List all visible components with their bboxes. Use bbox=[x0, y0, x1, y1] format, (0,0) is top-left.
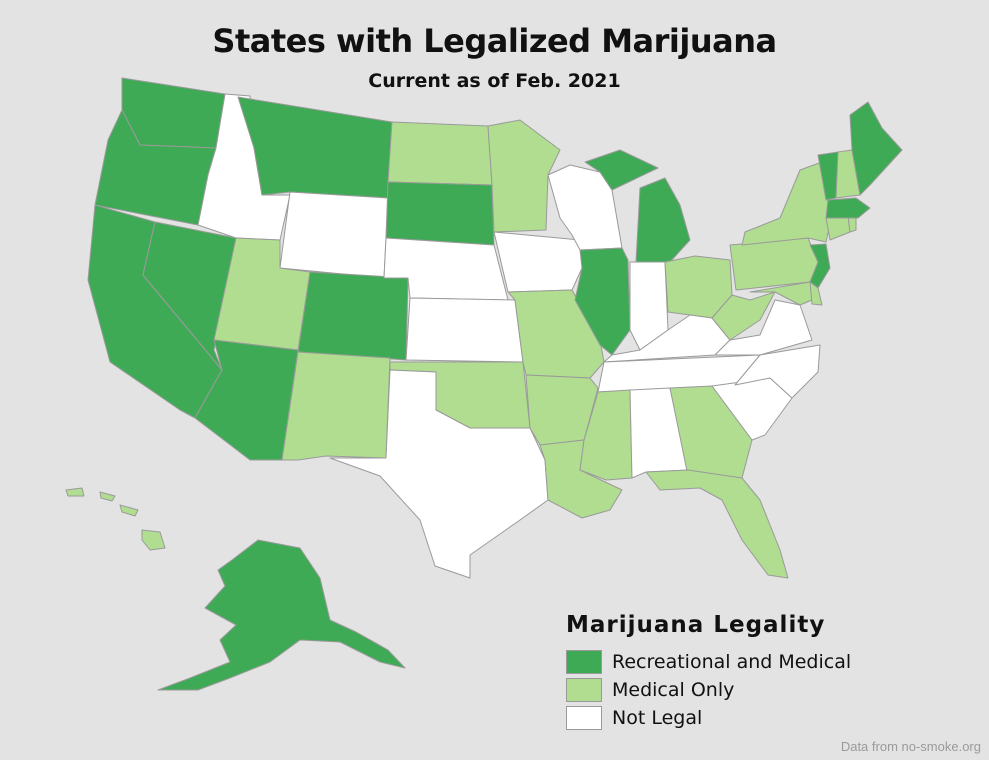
state-hawaii bbox=[65, 487, 166, 551]
state-georgia bbox=[669, 385, 753, 479]
state-wyoming bbox=[279, 191, 389, 279]
legend-swatch-medical bbox=[566, 678, 602, 702]
state-maine bbox=[849, 101, 903, 196]
state-florida bbox=[645, 469, 789, 579]
state-nevada bbox=[142, 221, 237, 371]
legend-item-recreational: Recreational and Medical bbox=[566, 648, 851, 676]
legend: Marijuana Legality Recreational and Medi… bbox=[566, 612, 851, 732]
legend-swatch-not-legal bbox=[566, 706, 602, 730]
map-subtitle: Current as of Feb. 2021 bbox=[368, 70, 621, 92]
map-title: States with Legalized Marijuana bbox=[212, 22, 777, 60]
state-montana bbox=[237, 96, 393, 199]
legend-label-recreational: Recreational and Medical bbox=[612, 651, 852, 673]
state-delaware bbox=[809, 281, 823, 306]
state-connecticut bbox=[825, 215, 851, 241]
state-colorado bbox=[297, 271, 409, 361]
state-pennsylvania bbox=[729, 237, 819, 291]
state-kansas bbox=[405, 297, 524, 363]
state-maryland bbox=[749, 281, 813, 306]
legend-swatch-recreational bbox=[566, 650, 602, 674]
legend-item-medical: Medical Only bbox=[566, 676, 851, 704]
legend-label-not-legal: Not Legal bbox=[612, 707, 703, 729]
state-new-york bbox=[741, 161, 833, 246]
state-virginia bbox=[714, 299, 813, 356]
state-minnesota bbox=[487, 119, 561, 233]
state-iowa bbox=[493, 231, 583, 293]
source-credit: Data from no-smoke.org bbox=[840, 739, 981, 754]
legend-label-medical: Medical Only bbox=[612, 679, 735, 701]
state-alaska bbox=[157, 539, 406, 691]
legend-item-not-legal: Not Legal bbox=[566, 704, 851, 732]
state-south-dakota bbox=[385, 181, 495, 246]
legend-title: Marijuana Legality bbox=[566, 612, 826, 638]
state-massachusetts bbox=[825, 197, 871, 219]
state-texas bbox=[329, 369, 549, 579]
state-north-dakota bbox=[387, 121, 493, 186]
state-new-mexico bbox=[281, 351, 391, 461]
